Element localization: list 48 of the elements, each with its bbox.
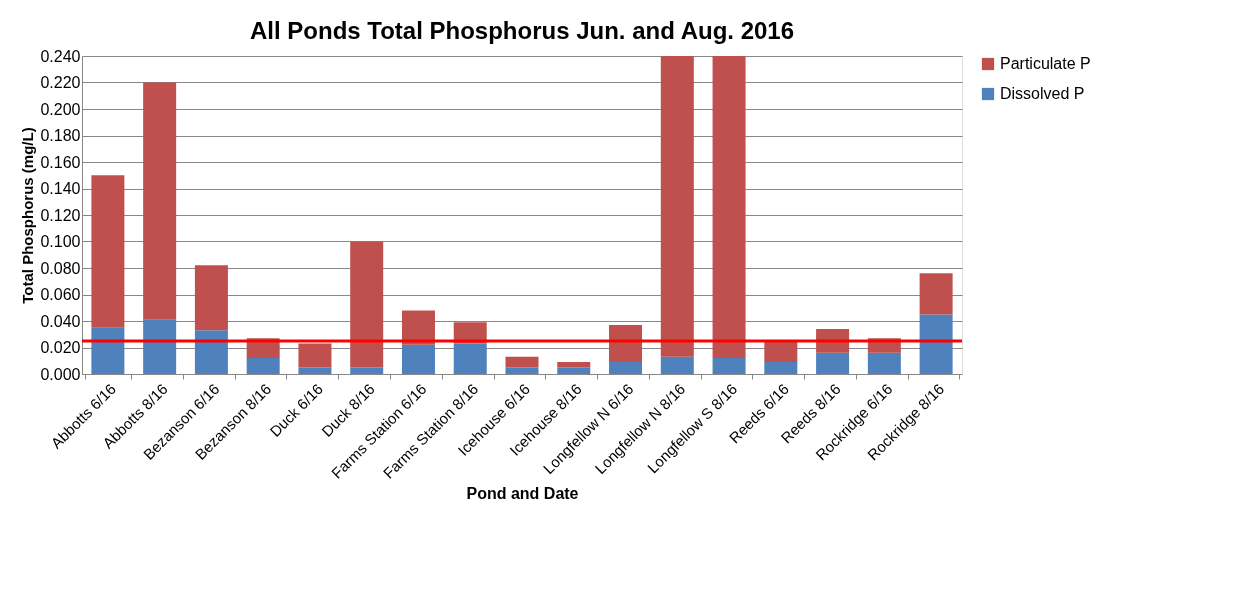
y-tick-label: 0.060 bbox=[40, 286, 81, 303]
bar bbox=[401, 310, 435, 345]
y-tick-label: 0.200 bbox=[40, 100, 81, 118]
bar bbox=[660, 56, 694, 357]
bar bbox=[660, 356, 694, 374]
x-axis-title: Pond and Date bbox=[466, 484, 579, 502]
bar bbox=[91, 175, 125, 328]
bar bbox=[764, 362, 798, 374]
bar bbox=[609, 324, 643, 363]
bar bbox=[298, 343, 332, 368]
y-tick-label: 0.240 bbox=[40, 47, 81, 65]
bar bbox=[712, 358, 746, 374]
bar bbox=[246, 358, 280, 374]
y-tick-label: 0.020 bbox=[40, 339, 81, 356]
bar bbox=[401, 344, 435, 374]
bar bbox=[91, 327, 125, 374]
bar bbox=[712, 56, 746, 359]
y-tick-label: 0.220 bbox=[40, 74, 81, 91]
bar bbox=[867, 352, 901, 374]
legend-label: Particulate P bbox=[1000, 55, 1091, 72]
bar bbox=[557, 367, 591, 374]
bar bbox=[143, 82, 177, 320]
bar bbox=[557, 362, 591, 368]
y-tick-label: 0.000 bbox=[40, 365, 81, 383]
y-tick-label: 0.140 bbox=[40, 180, 81, 197]
y-tick-label: 0.100 bbox=[40, 233, 81, 250]
bar bbox=[505, 367, 539, 374]
bar bbox=[350, 367, 384, 374]
legend-label: Dissolved P bbox=[1000, 85, 1085, 102]
bar bbox=[764, 340, 798, 363]
bar bbox=[453, 343, 487, 374]
y-tick-label: 0.080 bbox=[40, 259, 81, 277]
bar bbox=[609, 362, 643, 374]
bar bbox=[194, 330, 228, 374]
bar bbox=[919, 314, 953, 374]
bar bbox=[143, 319, 177, 374]
bar bbox=[350, 241, 384, 368]
bar bbox=[816, 352, 850, 374]
bar bbox=[194, 265, 228, 331]
bar bbox=[298, 367, 332, 374]
chart-title: All Ponds Total Phosphorus Jun. and Aug. 2016 bbox=[249, 17, 795, 44]
y-tick-label: 0.120 bbox=[40, 206, 81, 224]
bar bbox=[919, 273, 953, 315]
y-tick-label: 0.160 bbox=[40, 153, 81, 171]
y-tick-label: 0.180 bbox=[40, 127, 81, 144]
y-axis-title: Total Phosphorus (mg/L) bbox=[19, 127, 37, 304]
bar bbox=[505, 356, 539, 368]
y-tick-label: 0.040 bbox=[40, 312, 81, 330]
